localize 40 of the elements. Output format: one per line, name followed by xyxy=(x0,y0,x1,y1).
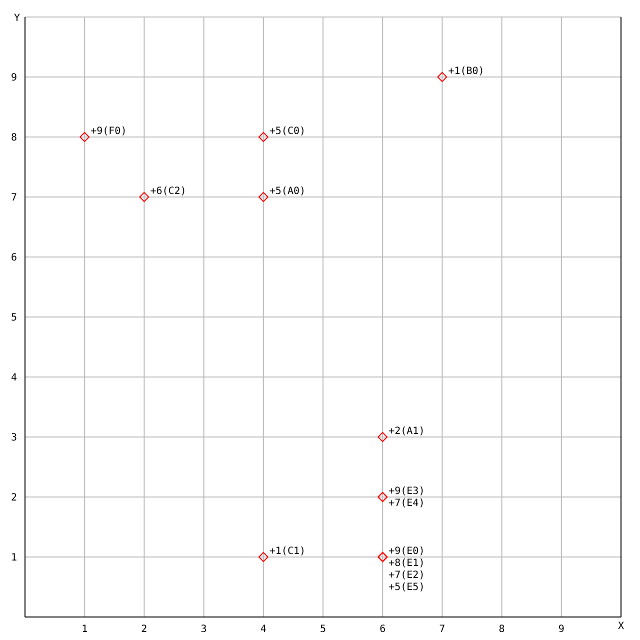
y-tick-label: 2 xyxy=(10,492,17,504)
y-tick-label: 3 xyxy=(10,432,17,444)
point xyxy=(258,552,268,562)
y-tick-label: 6 xyxy=(10,252,17,264)
point xyxy=(378,432,388,442)
x-tick-label: 8 xyxy=(498,624,505,636)
data-label: +6(C2) xyxy=(150,186,186,197)
data-label: +1(C1) xyxy=(269,546,306,557)
y-tick-label: 7 xyxy=(10,192,17,204)
point xyxy=(80,132,90,142)
x-tick-label: 1 xyxy=(82,624,88,636)
x-tick-label: 4 xyxy=(260,624,266,636)
y-axis-title: Y xyxy=(14,13,20,24)
y-tick-label: 1 xyxy=(10,552,17,564)
data-label: +9(E0) xyxy=(388,546,425,557)
data-label: +8(E1) xyxy=(388,558,425,569)
data-label: +1(B0) xyxy=(448,66,484,77)
data-label: +5(E5) xyxy=(388,582,425,593)
data-label: +9(F0) xyxy=(90,126,127,137)
x-tick-label: 9 xyxy=(558,624,564,636)
point xyxy=(258,192,268,202)
x-tick-label: 5 xyxy=(320,624,326,636)
x-tick-label: 2 xyxy=(141,624,148,636)
data-label: +5(A0) xyxy=(269,186,306,197)
x-tick-label: 6 xyxy=(380,624,386,636)
x-axis-title: X xyxy=(618,621,624,632)
data-label: +5(C0) xyxy=(269,126,306,137)
point xyxy=(258,132,268,142)
data-label: +7(E4) xyxy=(388,498,425,509)
x-tick-label: 3 xyxy=(200,624,207,636)
point xyxy=(437,72,448,82)
y-tick-label: 4 xyxy=(10,372,17,384)
data-label: +9(E3) xyxy=(388,486,425,497)
y-tick-label: 8 xyxy=(10,132,17,144)
data-label: +2(A1) xyxy=(388,426,425,437)
x-tick-label: 7 xyxy=(439,624,446,636)
y-tick-label: 5 xyxy=(10,312,17,324)
data-label: +7(E2) xyxy=(388,570,425,581)
y-tick-label: 9 xyxy=(10,72,17,84)
point xyxy=(139,192,150,202)
